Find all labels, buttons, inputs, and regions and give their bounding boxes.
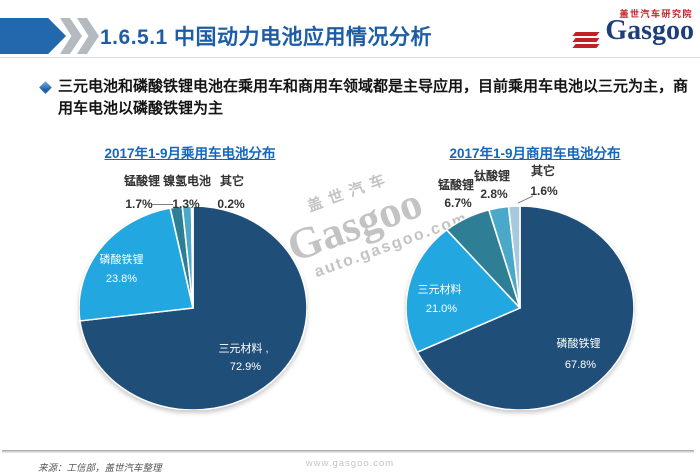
- slice-label-pct: 72.9%: [229, 361, 262, 373]
- logo-subtitle: 盖世汽车研究院: [619, 9, 693, 19]
- slice-label-name: 磷酸铁锂: [99, 254, 144, 266]
- slice-label-name: 镍氢电池: [162, 174, 211, 188]
- chart-title: 2017年1-9月乘用车电池分布: [104, 146, 276, 161]
- slice-label-name: 锰酸锂: [123, 174, 160, 188]
- slice-label-pct: 1.3%: [172, 197, 200, 211]
- slice-label-pct: 1.7%: [125, 197, 153, 211]
- header-banner-arrow: [0, 18, 66, 54]
- bullet-text: 三元电池和磷酸铁锂电池在乘用车和商用车领域都是主导应用，目前乘用车电池以三元为主…: [58, 78, 689, 117]
- slice-label-pct: 1.6%: [530, 184, 558, 198]
- slice-label-pct: 67.8%: [564, 359, 597, 371]
- passenger-vehicle-pie: [79, 206, 307, 410]
- logo-stripes-icon: [572, 32, 604, 50]
- passenger-vehicle-battery-chart: 2017年1-9月乘用车电池分布 锰酸锂 1.7% 镍氢电池 1.3% 其它 0…: [40, 138, 340, 438]
- slice-label-pct: 6.7%: [444, 196, 472, 210]
- slice-label-name: 其它: [530, 164, 555, 178]
- pie-slice-其它: [190, 206, 194, 309]
- logo-brand-text: Gasgoo: [605, 15, 694, 46]
- slice-label-name: 锰酸锂: [437, 178, 474, 192]
- website-url: www.gasgoo.com: [305, 458, 395, 469]
- commercial-vehicle-pie: [406, 206, 634, 410]
- header-divider: [0, 57, 700, 58]
- slice-label-pct: 21.0%: [425, 303, 458, 315]
- pie-slice-磷酸铁锂: [79, 207, 194, 322]
- pie-slice-其它: [507, 206, 521, 309]
- slice-label-pct: 23.8%: [105, 273, 138, 285]
- slice-label-name: 磷酸铁锂: [556, 338, 601, 350]
- footer-divider: [2, 450, 694, 453]
- page-title: 1.6.5.1 中国动力电池应用情况分析: [100, 26, 433, 49]
- diamond-bullet-icon: [39, 81, 52, 94]
- chart-title: 2017年1-9月商用车电池分布: [449, 146, 621, 161]
- pie-slice-磷酸铁锂: [416, 206, 634, 410]
- commercial-vehicle-battery-chart: 2017年1-9月商用车电池分布 锰酸锂 6.7% 钛酸锂 2.8% 其它 1.…: [375, 138, 675, 438]
- pie-slice-三元材料: [406, 229, 521, 353]
- slice-label-pct: 2.8%: [480, 187, 508, 201]
- slice-label-name: 三元材料 ,: [218, 343, 269, 355]
- slice-label-name: 钛酸锂: [473, 169, 510, 183]
- slice-label-name: 三元材料: [417, 284, 462, 296]
- header: 1.6.5.1 中国动力电池应用情况分析 盖世汽车研究院 Gasgoo: [0, 0, 700, 60]
- leader-line: [152, 204, 173, 205]
- source-note: 来源：工信部，盖世汽车整理: [38, 463, 162, 474]
- gasgoo-logo: 盖世汽车研究院 Gasgoo: [572, 4, 694, 54]
- slice-label-pct: 0.2%: [217, 197, 245, 211]
- slice-label-name: 其它: [219, 174, 244, 188]
